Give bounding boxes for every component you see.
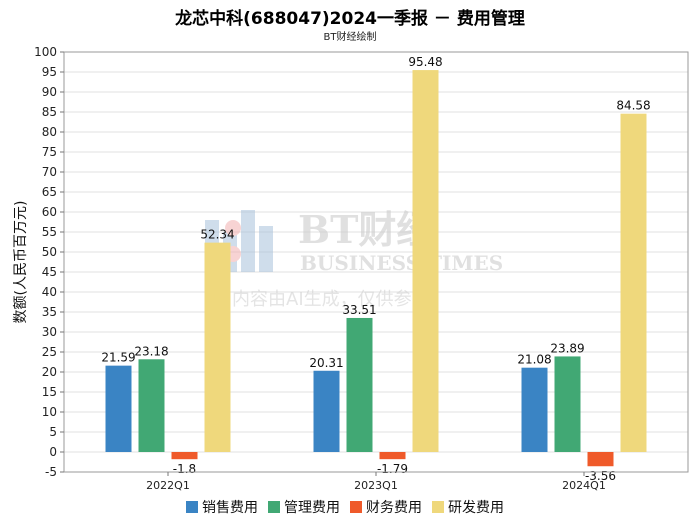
watermark-note: 内容由AI生成，仅供参考 — [232, 289, 430, 310]
data-label: 84.58 — [616, 99, 650, 113]
legend: 销售费用 管理费用 财务费用 研发费用 — [186, 500, 504, 516]
grid-lines — [64, 51, 688, 473]
y-tick-label: 35 — [42, 305, 57, 319]
data-label: 23.18 — [134, 344, 168, 358]
x-tick-label: 2022Q1 — [146, 479, 190, 492]
legend-swatch — [186, 501, 198, 513]
watermark-logo-dot — [225, 220, 241, 236]
data-label: 23.89 — [550, 341, 584, 355]
watermark-name: BUSINESS TIMES — [300, 251, 503, 275]
bar-2023Q1-1 — [346, 317, 373, 452]
bar-2022Q1-2 — [171, 452, 198, 460]
bar-2023Q1-0 — [313, 370, 340, 452]
y-tick-label: 50 — [42, 245, 57, 259]
y-tick-label: 30 — [42, 325, 57, 339]
chart-subtitle: BT财经绘制 — [323, 32, 377, 43]
y-tick-label: 15 — [42, 385, 57, 399]
y-tick-label: 55 — [42, 225, 57, 239]
bar-2024Q1-0 — [521, 367, 548, 452]
y-tick-label: 100 — [34, 45, 57, 59]
y-tick-label: 20 — [42, 365, 57, 379]
legend-swatch — [432, 501, 444, 513]
y-tick-label: 60 — [42, 205, 57, 219]
legend-label: 研发费用 — [448, 500, 504, 516]
bar-2024Q1-3 — [620, 113, 647, 453]
y-tick-label: 65 — [42, 185, 57, 199]
y-tick-label: 5 — [49, 425, 57, 439]
chart-title: 龙芯中科(688047)2024一季报 － 费用管理 — [175, 9, 525, 29]
y-axis-label: 数额(人民币百万元) — [13, 201, 29, 324]
data-label: -3.56 — [585, 469, 616, 483]
y-tick-label: 25 — [42, 345, 57, 359]
x-tick-label: 2023Q1 — [354, 479, 398, 492]
y-tick-label: 40 — [42, 285, 57, 299]
data-label: -1.8 — [173, 462, 196, 476]
y-tick-label: 90 — [42, 85, 57, 99]
legend-label: 销售费用 — [202, 500, 258, 516]
bar-2022Q1-1 — [138, 359, 165, 452]
y-tick-label: 75 — [42, 145, 57, 159]
bar-2022Q1-3 — [204, 242, 231, 452]
bar-2023Q1-3 — [412, 70, 439, 452]
x-tick-label: 2024Q1 — [562, 479, 606, 492]
bar-2022Q1-0 — [105, 365, 132, 452]
y-tick-label: 95 — [42, 65, 57, 79]
bar-2024Q1-1 — [554, 356, 581, 452]
data-label: 52.34 — [200, 228, 234, 242]
axes: -5 0 5 10 15 20 25 30 35 40 45 50 55 60 65 70 75 80 85 90 95… — [34, 45, 689, 492]
watermark: BT财经 BUSINESS TIMES 内容由AI生成，仅供参考 — [205, 207, 503, 310]
y-tick-label: 85 — [42, 105, 57, 119]
data-label: 21.59 — [101, 351, 135, 365]
watermark-logo-bar-3 — [241, 210, 255, 272]
watermark-brand: BT财经 — [298, 207, 434, 252]
data-label: 21.08 — [517, 353, 551, 367]
y-tick-label: 70 — [42, 165, 57, 179]
legend-label: 财务费用 — [366, 500, 422, 516]
y-tick-label: -5 — [45, 465, 57, 479]
y-tick-label: 80 — [42, 125, 57, 139]
bar-2024Q1-2 — [587, 452, 614, 467]
legend-swatch — [268, 501, 280, 513]
y-tick-label: 0 — [49, 445, 57, 459]
data-label: 33.51 — [342, 303, 376, 317]
bars — [105, 70, 647, 467]
data-label: -1.79 — [377, 462, 408, 476]
legend-swatch — [350, 501, 362, 513]
legend-label: 管理费用 — [284, 500, 340, 516]
watermark-logo-bar-4 — [259, 226, 273, 272]
data-label: 95.48 — [408, 55, 442, 69]
bar-2023Q1-2 — [379, 452, 406, 460]
y-tick-label: 45 — [42, 265, 57, 279]
data-label: 20.31 — [309, 356, 343, 370]
y-tick-label: 10 — [42, 405, 57, 419]
